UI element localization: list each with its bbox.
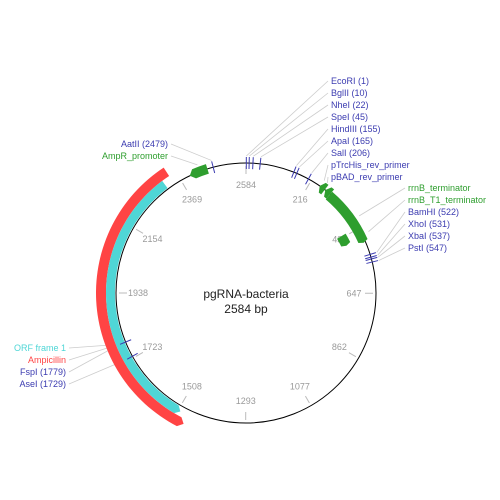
label-orf-frame-1: ORF frame 1 [14,343,66,353]
connector-xbai-537 [377,235,406,258]
feature-ampicillin [95,167,184,427]
connector-hindiii-155 [296,128,329,166]
site-asei-1729 [126,352,138,360]
tick-label-647: 647 [346,288,361,298]
label-rrnb-t1-terminator: rrnB_T1_terminator [408,195,486,205]
connector-nhei-22 [253,104,329,157]
tick-mark-1077 [304,395,310,404]
feature-pbad-rev-primer [324,187,335,199]
connector-psti-547 [378,247,406,261]
tick-label-2369: 2369 [182,194,202,204]
connector-ampr-promoter [170,155,198,166]
site-xbai-537 [365,256,378,262]
site-hindiii-155 [291,166,297,178]
connector-rrnb-t1-terminator [368,199,406,232]
tick-label-1077: 1077 [290,382,310,392]
tick-label-2154: 2154 [143,234,163,244]
site-sali-206 [305,173,312,185]
label-connectors [68,80,406,385]
feature-orf-frame-1 [105,180,181,414]
tick-mark-1508 [181,395,187,404]
tick-label-1293: 1293 [236,396,256,406]
site-fspi-1779 [119,339,132,345]
connector-ptrchis-rev-primer [323,164,329,181]
connector-rrnb-terminator [359,187,406,217]
connector-ecori-1 [246,80,329,157]
tick-label-216: 216 [293,195,308,205]
connector-bglii-10 [249,92,329,157]
tick-label-1938: 1938 [128,288,148,298]
connector-apai-165 [299,140,329,168]
label-psti-547: PstI (547) [408,243,447,253]
tick-mark-1723 [135,351,144,357]
label-bglii-10: BglII (10) [331,88,368,98]
site-psti-547 [366,260,379,264]
label-ampicillin: Ampicillin [28,355,66,365]
tick-mark-2369 [182,182,188,191]
connector-sali-206 [311,152,329,174]
label-ecori-1: EcoRI (1) [331,76,369,86]
label-ptrchis-rev-primer: pTrcHis_rev_primer [331,160,410,170]
restriction-sites [119,156,379,360]
tick-label-2584: 2584 [236,180,256,190]
tick-label-1508: 1508 [182,381,202,391]
tick-label-862: 862 [332,342,347,352]
site-apai-165 [293,167,300,180]
label-apai-165: ApaI (165) [331,136,373,146]
tick-label-1723: 1723 [142,342,162,352]
label-xhoi-531: XhoI (531) [408,219,450,229]
label-nhei-22: NheI (22) [331,100,369,110]
tick-mark-862 [348,352,357,358]
label-spei-45: SpeI (45) [331,112,368,122]
site-xhoi-531 [365,254,377,260]
label-rrnb-terminator: rrnB_terminator [408,183,471,193]
tick-mark-216 [305,182,311,191]
label-xbai-537: XbaI (537) [408,231,450,241]
site-aatii-2479 [211,161,216,174]
feature-ptrchis-rev-primer [318,182,329,195]
tick-mark-2154 [135,228,144,234]
feature-rrnb-terminator [325,191,368,244]
connector-xhoi-531 [377,223,406,256]
label-asei-1729: AseI (1729) [19,379,66,389]
plasmid-name: pgRNA-bacteria [203,287,289,301]
label-fspi-1779: FspI (1779) [20,367,66,377]
label-sali-206: SalI (206) [331,148,370,158]
feature-arcs [95,164,368,427]
feature-rrnb-t1-terminator [337,233,351,247]
connector-aatii-2479 [170,143,212,161]
label-aatii-2479: AatII (2479) [121,139,168,149]
plasmid-size: 2584 bp [224,302,268,316]
label-hindiii-155: HindIII (155) [331,124,381,134]
connector-bamhi-522 [376,211,406,253]
label-bamhi-522: BamHI (522) [408,207,459,217]
feature-ampr-promoter [189,164,209,179]
label-ampr-promoter: AmpR_promoter [102,151,168,161]
feature-labels: EcoRI (1) BglII (10) NheI (22) SpeI (45) Hin… [14,76,486,389]
label-pbad-rev-primer: pBAD_rev_primer [331,172,403,182]
site-nhei-22 [252,157,254,170]
site-spei-45 [259,157,262,170]
connector-pbad-rev-primer [327,176,329,183]
site-bamhi-522 [364,252,377,257]
connector-spei-45 [260,116,329,158]
